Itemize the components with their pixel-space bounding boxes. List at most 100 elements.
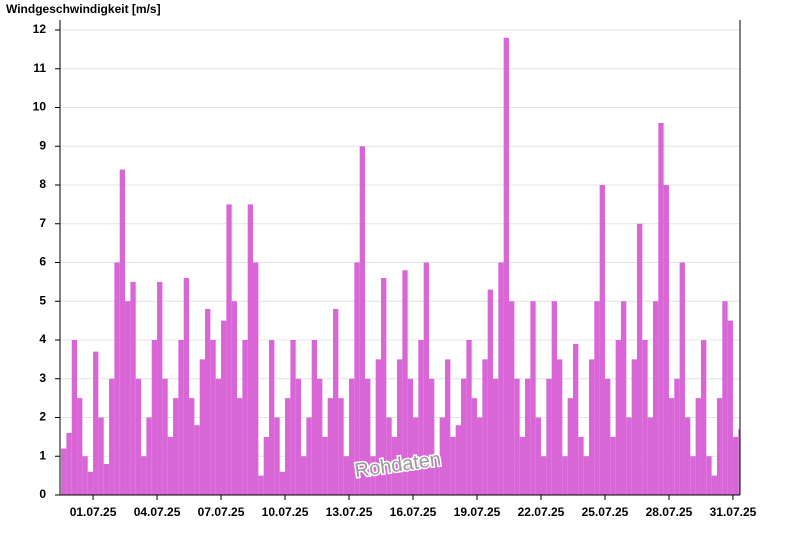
bar: [578, 436, 584, 495]
bar: [381, 278, 387, 495]
bar: [503, 37, 509, 495]
bar: [295, 378, 302, 495]
bar: [375, 359, 382, 495]
bar: [349, 378, 355, 495]
bar: [732, 436, 739, 495]
bar: [343, 456, 350, 495]
bar: [333, 309, 339, 495]
bar: [727, 320, 733, 495]
bar: [71, 340, 78, 495]
bar: [114, 262, 120, 495]
bar: [583, 456, 589, 495]
bar: [540, 456, 547, 495]
bar: [700, 340, 707, 495]
bar: [290, 340, 296, 495]
bar: [178, 340, 184, 495]
bar: [498, 262, 504, 495]
bar: [253, 262, 259, 495]
bar: [82, 456, 88, 495]
bar: [402, 270, 408, 495]
y-tick-label: 12: [33, 22, 47, 36]
bar: [231, 301, 238, 495]
bar: [663, 185, 669, 495]
x-tick-label: 28.07.25: [646, 505, 693, 519]
bar: [317, 378, 323, 495]
bar: [66, 433, 72, 495]
bar: [173, 398, 179, 495]
bar: [722, 301, 728, 495]
bar: [397, 359, 403, 495]
y-tick-label: 10: [33, 100, 47, 114]
bar: [524, 378, 531, 495]
bar: [226, 204, 232, 495]
bar: [588, 359, 595, 495]
bar: [274, 417, 280, 495]
bar: [556, 359, 563, 495]
bar: [365, 378, 371, 495]
bar: [716, 398, 723, 495]
bar: [151, 340, 158, 495]
bar: [508, 301, 515, 495]
bar: [594, 301, 600, 495]
bar: [146, 417, 152, 495]
bar: [572, 343, 579, 495]
bar: [514, 378, 520, 495]
bar: [658, 123, 664, 495]
bar: [103, 464, 110, 495]
bar: [205, 309, 211, 495]
bar: [530, 301, 536, 495]
bar: [354, 262, 360, 495]
y-tick-label: 11: [33, 61, 46, 75]
x-tick-label: 19.07.25: [454, 505, 501, 519]
chart-title: Windgeschwindigkeit [m/s]: [6, 2, 161, 16]
bar: [194, 425, 200, 495]
bar: [652, 301, 659, 495]
y-tick-label: 7: [39, 216, 46, 230]
bar: [407, 378, 414, 495]
x-tick-label: 25.07.25: [582, 505, 629, 519]
y-tick-label: 4: [39, 332, 46, 346]
bar: [162, 378, 168, 495]
bar: [567, 398, 573, 495]
bar: [423, 262, 430, 495]
y-tick-label: 5: [39, 293, 46, 307]
bar: [167, 436, 174, 495]
bar: [247, 204, 254, 495]
bar: [338, 398, 344, 495]
bar: [269, 340, 275, 495]
bar: [301, 456, 307, 495]
bar: [258, 475, 264, 495]
bar: [109, 378, 115, 495]
bar: [210, 340, 216, 495]
bar: [679, 262, 685, 495]
bar: [546, 378, 552, 495]
x-tick-label: 22.07.25: [518, 505, 565, 519]
bar: [359, 146, 366, 495]
bar: [599, 185, 605, 495]
bar: [93, 351, 99, 495]
y-tick-label: 1: [39, 448, 46, 462]
bar: [674, 378, 680, 495]
bar: [189, 398, 195, 495]
bar: [77, 398, 83, 495]
bar: [695, 398, 701, 495]
bar: [263, 436, 270, 495]
y-tick-label: 8: [39, 177, 46, 191]
bar: [311, 340, 318, 495]
y-tick-label: 6: [39, 255, 46, 269]
y-tick-label: 3: [39, 371, 46, 385]
bar: [119, 169, 126, 495]
bar: [551, 301, 557, 495]
bar: [690, 456, 696, 495]
bar: [418, 340, 424, 495]
bar: [439, 417, 446, 495]
x-tick-label: 13.07.25: [326, 505, 373, 519]
bar: [466, 340, 472, 495]
x-tick-label: 31.07.25: [710, 505, 757, 519]
bar: [413, 417, 419, 495]
bar: [215, 378, 222, 495]
bar: [620, 301, 627, 495]
bar: [157, 281, 163, 495]
x-tick-label: 10.07.25: [262, 505, 309, 519]
